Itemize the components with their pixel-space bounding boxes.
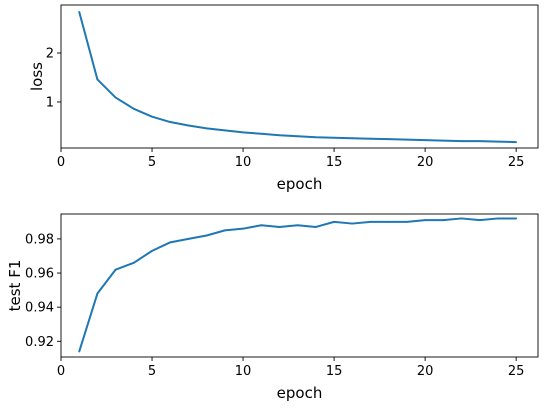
x-tick-label: 15 (326, 364, 343, 379)
y-tick-label: 0.94 (25, 301, 54, 316)
data-point (260, 132, 263, 135)
data-point (515, 141, 518, 144)
data-point (497, 217, 499, 220)
data-point (460, 140, 463, 143)
y-tick-label: 0.96 (25, 267, 54, 282)
data-point (387, 138, 390, 141)
data-point (497, 140, 499, 143)
data-point (205, 234, 208, 237)
data-point (278, 226, 281, 228)
x-axis-label: epoch (277, 384, 323, 402)
data-point (78, 10, 81, 13)
data-point (151, 115, 153, 118)
data-point (278, 134, 281, 137)
x-tick-label: 0 (57, 155, 65, 170)
data-point (169, 241, 172, 244)
data-point (424, 219, 427, 222)
data-point (460, 217, 463, 220)
data-point (333, 136, 335, 139)
data-point (406, 138, 408, 141)
data-point (223, 229, 226, 232)
x-tick-label: 25 (508, 155, 525, 170)
data-point (369, 137, 372, 140)
data-point (242, 227, 244, 230)
x-tick-label: 15 (326, 155, 343, 170)
data-point (132, 261, 135, 264)
data-point (351, 137, 354, 140)
data-point (442, 139, 445, 142)
data-point (442, 219, 445, 222)
data-point (424, 139, 427, 142)
chart-panel-loss: 0 5 10 15 20 25 1 2 epoch loss (28, 4, 539, 193)
y-tick-label: 2 (46, 46, 54, 61)
y-tick-label: 0.92 (25, 335, 54, 350)
series-line (78, 11, 517, 144)
y-tick-label: 0.98 (25, 232, 54, 247)
data-point (260, 224, 263, 227)
data-point (333, 220, 335, 223)
data-point (478, 219, 481, 222)
data-point (314, 136, 317, 139)
data-point (351, 222, 354, 225)
data-point (242, 131, 244, 134)
x-tick-label: 5 (148, 364, 156, 379)
x-tick-label: 20 (417, 155, 434, 170)
data-point (169, 121, 172, 123)
y-axis-label: loss (28, 62, 46, 91)
data-point (114, 268, 117, 271)
x-axis-label: epoch (277, 175, 323, 193)
data-point (96, 292, 99, 295)
data-point (406, 220, 408, 223)
data-point (296, 224, 299, 227)
data-point (187, 238, 190, 240)
data-point (114, 96, 117, 99)
x-tick-label: 20 (417, 364, 434, 379)
data-point (369, 220, 372, 223)
data-point (314, 226, 317, 228)
x-tick-label: 10 (235, 364, 252, 379)
data-point (223, 129, 226, 132)
data-point (515, 217, 518, 220)
x-tick-label: 10 (235, 155, 252, 170)
data-point (78, 350, 81, 353)
data-point (187, 124, 190, 127)
data-point (132, 107, 135, 110)
data-point (96, 78, 99, 81)
data-point (478, 140, 481, 143)
chart-panel-test-f1: 0 5 10 15 20 25 0.92 0.94 0.96 0.98 epoch test F1 (6, 213, 539, 402)
data-point (296, 135, 299, 138)
x-tick-label: 25 (508, 364, 525, 379)
series-line (78, 217, 517, 352)
data-point (151, 249, 153, 252)
plot-frame (60, 4, 539, 149)
data-point (387, 220, 390, 223)
x-tick-label: 5 (148, 155, 156, 170)
y-axis-label: test F1 (6, 260, 24, 312)
plot-frame (60, 213, 539, 358)
x-tick-label: 0 (57, 364, 65, 379)
data-point (205, 127, 208, 130)
y-tick-label: 1 (46, 95, 54, 110)
